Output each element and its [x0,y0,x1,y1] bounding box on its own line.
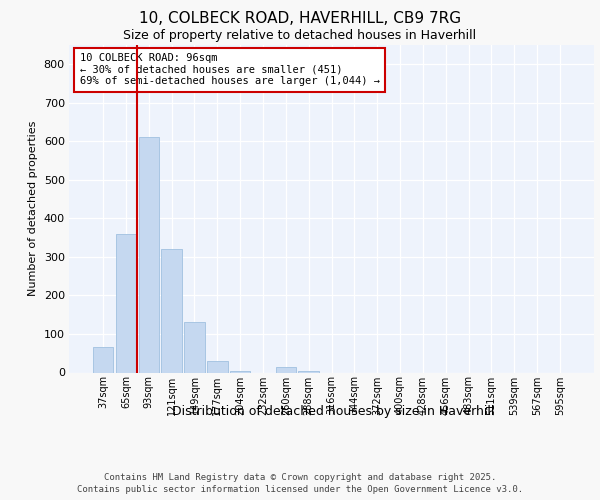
Y-axis label: Number of detached properties: Number of detached properties [28,121,38,296]
Text: 10 COLBECK ROAD: 96sqm
← 30% of detached houses are smaller (451)
69% of semi-de: 10 COLBECK ROAD: 96sqm ← 30% of detached… [79,53,380,86]
Bar [298,370,319,372]
Text: Distribution of detached houses by size in Haverhill: Distribution of detached houses by size … [172,405,494,418]
Bar [230,370,250,372]
Bar [139,138,159,372]
Text: 10, COLBECK ROAD, HAVERHILL, CB9 7RG: 10, COLBECK ROAD, HAVERHILL, CB9 7RG [139,11,461,26]
Bar [275,366,296,372]
Bar [93,348,113,372]
Text: Size of property relative to detached houses in Haverhill: Size of property relative to detached ho… [124,29,476,42]
Text: Contains HM Land Registry data © Crown copyright and database right 2025.
Contai: Contains HM Land Registry data © Crown c… [77,472,523,494]
Bar [207,361,227,372]
Bar [161,249,182,372]
Bar [116,234,136,372]
Bar [184,322,205,372]
